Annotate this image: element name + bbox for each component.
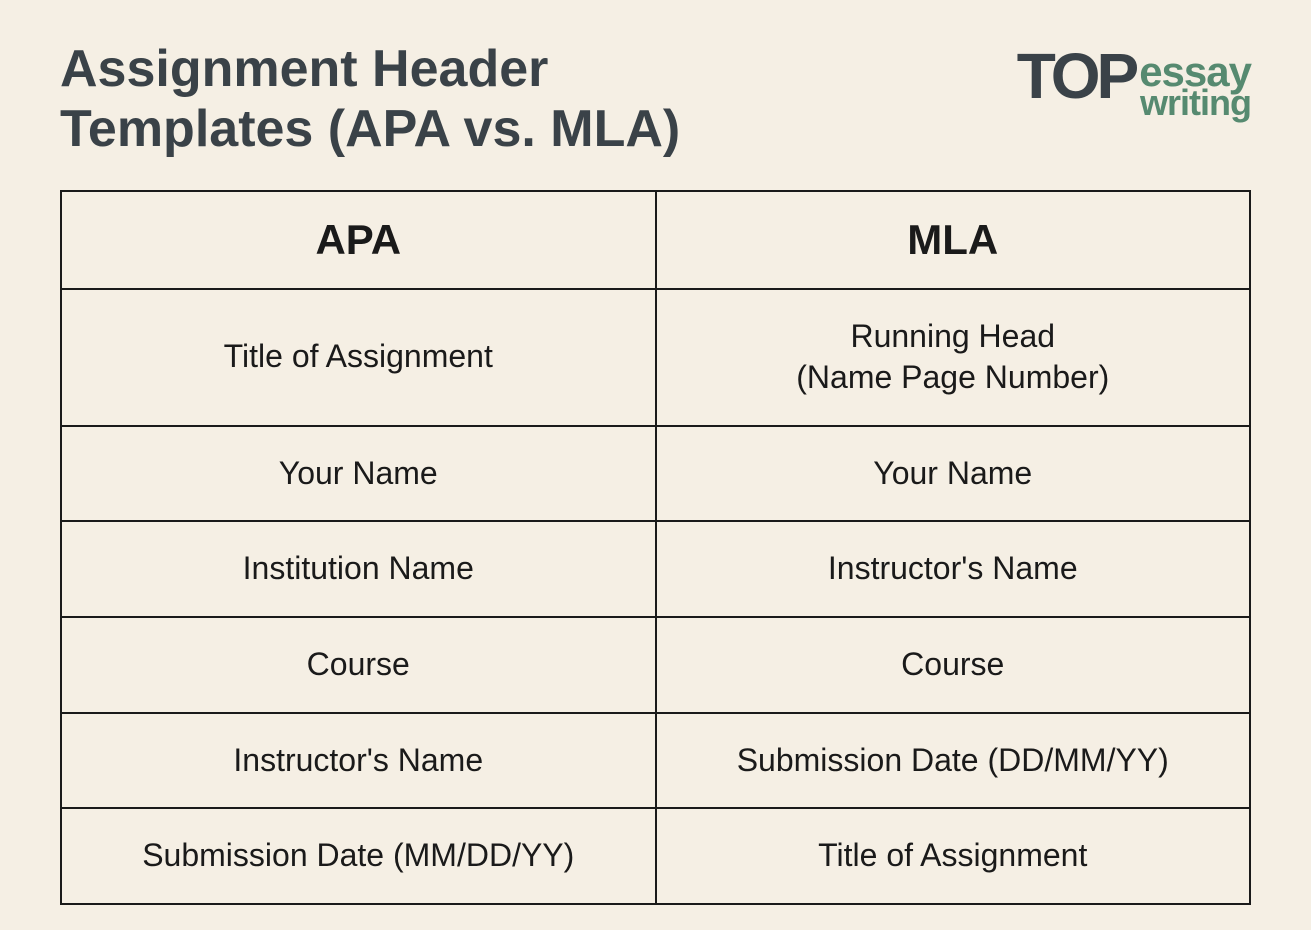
logo-right-text: essay writing [1139, 54, 1251, 118]
cell-mla: Your Name [656, 426, 1251, 522]
table-row: Institution Name Instructor's Name [61, 521, 1250, 617]
table-header-row: APA MLA [61, 191, 1250, 289]
cell-mla: Title of Assignment [656, 808, 1251, 904]
cell-apa: Instructor's Name [61, 713, 656, 809]
cell-apa: Course [61, 617, 656, 713]
table-row: Your Name Your Name [61, 426, 1250, 522]
column-header-apa: APA [61, 191, 656, 289]
table-row: Instructor's Name Submission Date (DD/MM… [61, 713, 1250, 809]
header-row: Assignment Header Templates (APA vs. MLA… [60, 40, 1251, 160]
comparison-table: APA MLA Title of Assignment Running Head… [60, 190, 1251, 905]
cell-mla: Submission Date (DD/MM/YY) [656, 713, 1251, 809]
table-row: Title of Assignment Running Head(Name Pa… [61, 289, 1250, 426]
logo-writing-text: writing [1140, 88, 1251, 119]
brand-logo: TOP essay writing [1017, 48, 1251, 118]
logo-top-text: TOP [1017, 48, 1135, 106]
table-row: Course Course [61, 617, 1250, 713]
cell-apa: Your Name [61, 426, 656, 522]
cell-mla: Instructor's Name [656, 521, 1251, 617]
cell-apa: Institution Name [61, 521, 656, 617]
cell-apa: Submission Date (MM/DD/YY) [61, 808, 656, 904]
cell-mla: Course [656, 617, 1251, 713]
page-title: Assignment Header Templates (APA vs. MLA… [60, 40, 810, 160]
table-row: Submission Date (MM/DD/YY) Title of Assi… [61, 808, 1250, 904]
column-header-mla: MLA [656, 191, 1251, 289]
cell-apa: Title of Assignment [61, 289, 656, 426]
cell-mla: Running Head(Name Page Number) [656, 289, 1251, 426]
